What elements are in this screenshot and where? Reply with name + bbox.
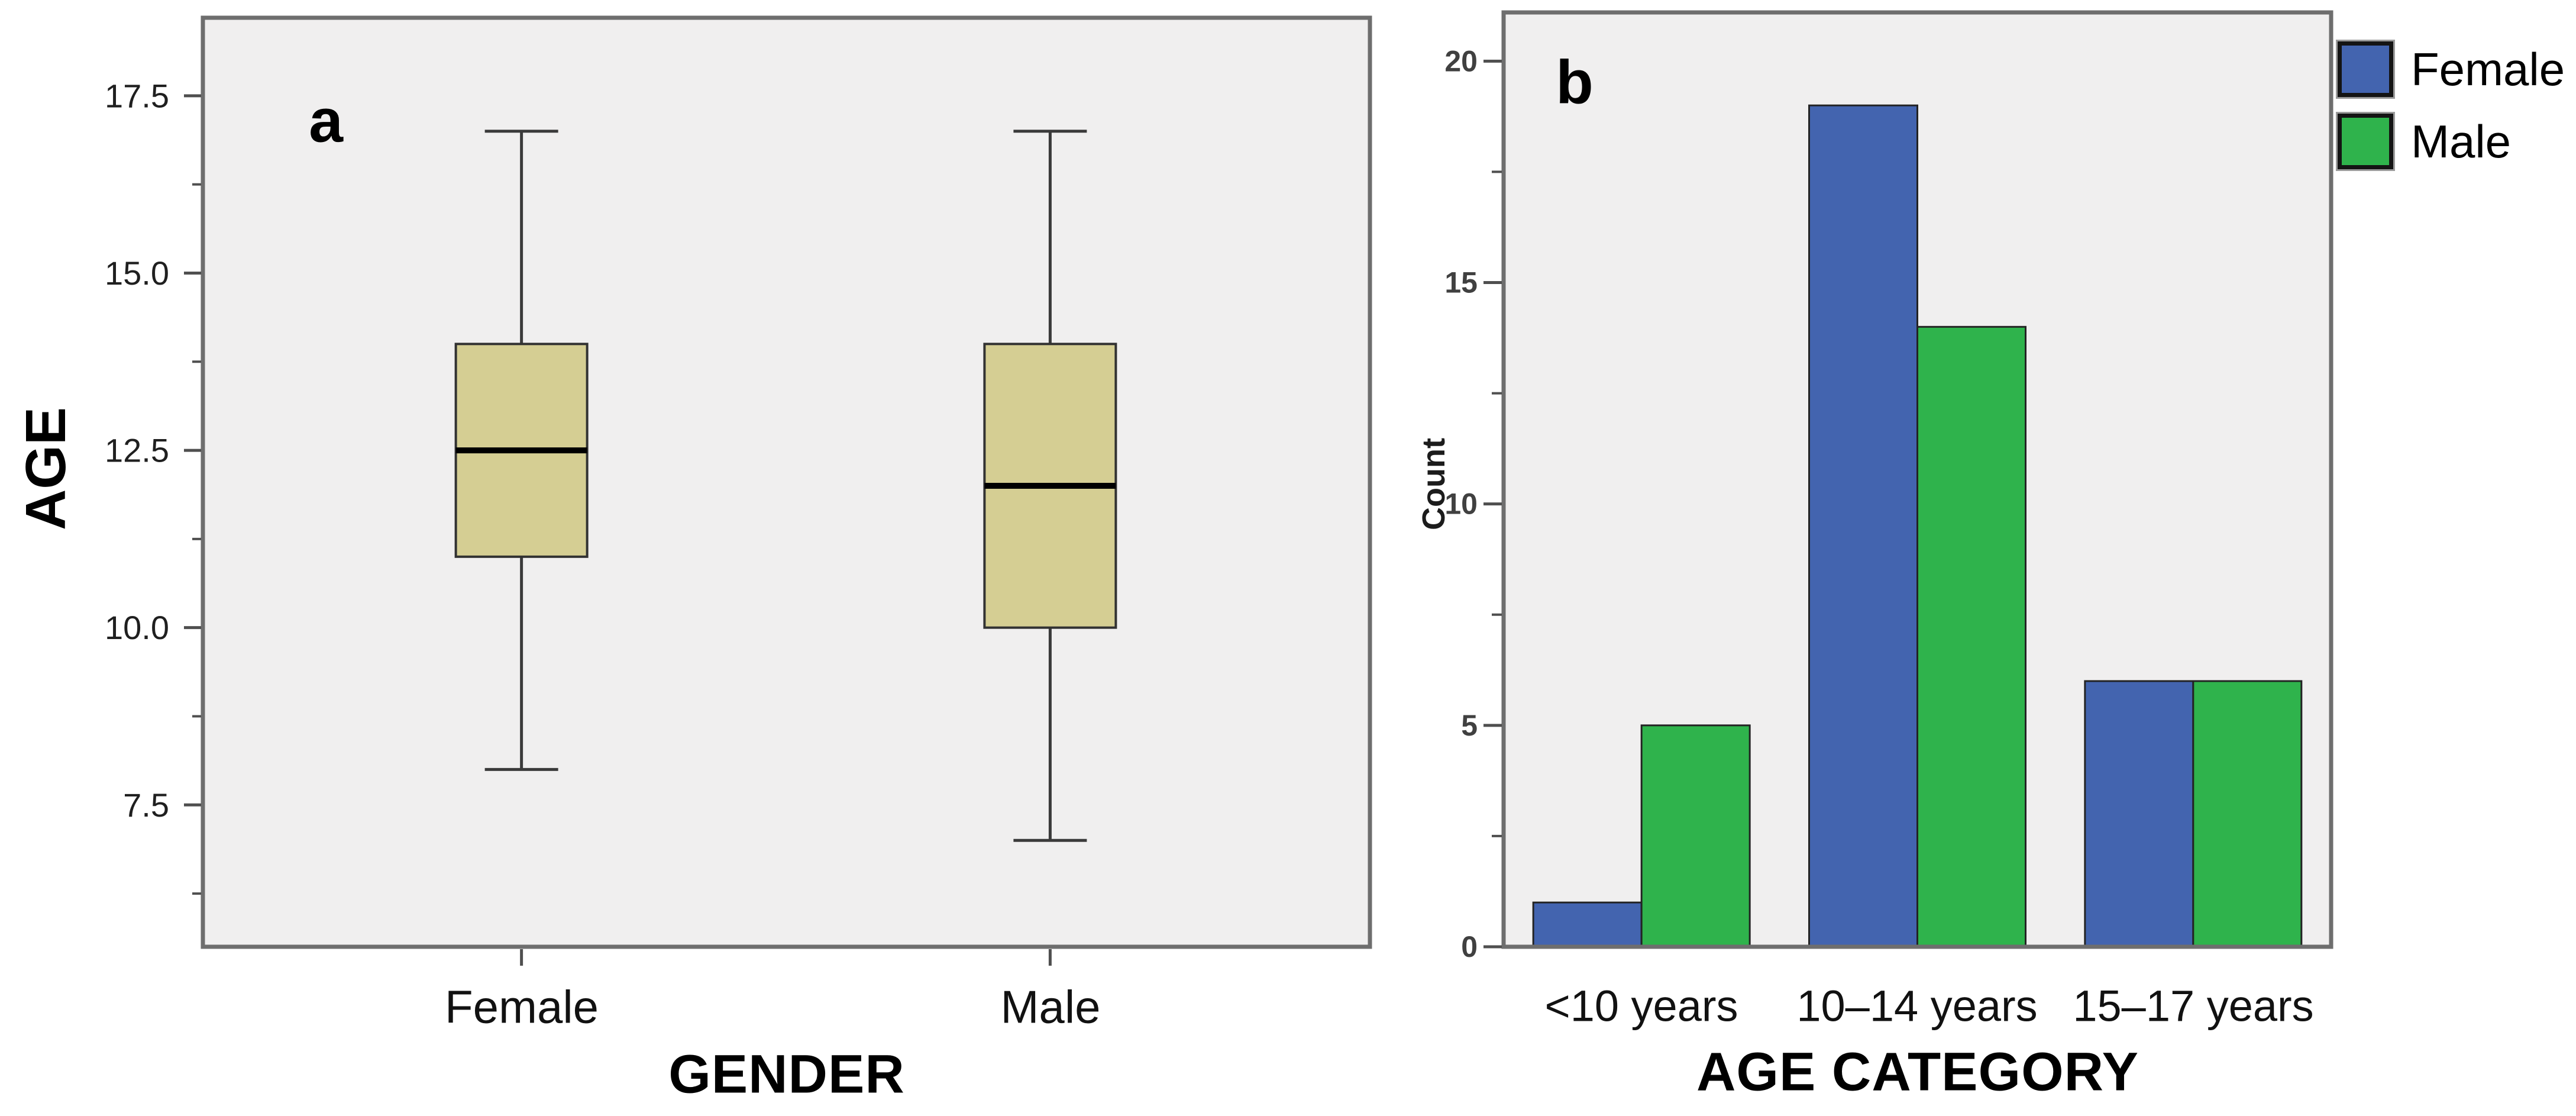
gender-axis-title: GENDER xyxy=(668,1044,905,1105)
legend: Female Male xyxy=(2338,41,2565,169)
y-tick-label-b: 15 xyxy=(1444,266,1478,299)
y-tick-label-a: 7.5 xyxy=(123,786,169,824)
legend-entry-male: Male xyxy=(2338,114,2565,169)
plot-area-a xyxy=(201,15,1372,949)
age-axis-title: AGE xyxy=(14,407,77,531)
age-category-axis-title: AGE CATEGORY xyxy=(1696,1041,2139,1102)
bar-female-1 xyxy=(1532,901,1643,948)
x-tick-label-10-14: 10–14 years xyxy=(1796,981,2038,1031)
legend-entry-female: Female xyxy=(2338,41,2565,97)
legend-label-female: Female xyxy=(2411,43,2565,95)
panel-a-letter: a xyxy=(309,86,343,156)
panel-b-letter: b xyxy=(1556,48,1594,117)
y-tick-label-b: 5 xyxy=(1461,709,1478,742)
count-axis-title: Count xyxy=(1416,438,1452,530)
bar-female-3 xyxy=(2084,680,2194,948)
y-tick-label-a: 10.0 xyxy=(105,609,169,646)
y-tick-label-a: 17.5 xyxy=(105,77,169,114)
plot-frame-b xyxy=(1501,10,2333,949)
bar-male-1 xyxy=(1640,724,1751,948)
bar-male-2 xyxy=(1916,325,2026,948)
y-tick-label-b: 0 xyxy=(1461,930,1478,963)
x-tick-label-under-10: <10 years xyxy=(1544,981,1738,1031)
x-tick-label-15-17: 15–17 years xyxy=(2073,981,2314,1031)
legend-swatch-female-icon xyxy=(2338,41,2393,97)
y-tick-label-a: 12.5 xyxy=(105,432,169,469)
bar-female-2 xyxy=(1808,104,1918,948)
bar-male-3 xyxy=(2192,680,2303,948)
x-tick-label-female: Female xyxy=(444,980,599,1033)
x-tick-label-male: Male xyxy=(1000,980,1101,1033)
y-tick-label-a: 15.0 xyxy=(105,254,169,292)
y-tick-label-b: 20 xyxy=(1444,44,1478,78)
legend-label-male: Male xyxy=(2411,115,2512,167)
y-tick-label-b: 10 xyxy=(1444,488,1478,521)
legend-swatch-male-icon xyxy=(2338,114,2393,169)
